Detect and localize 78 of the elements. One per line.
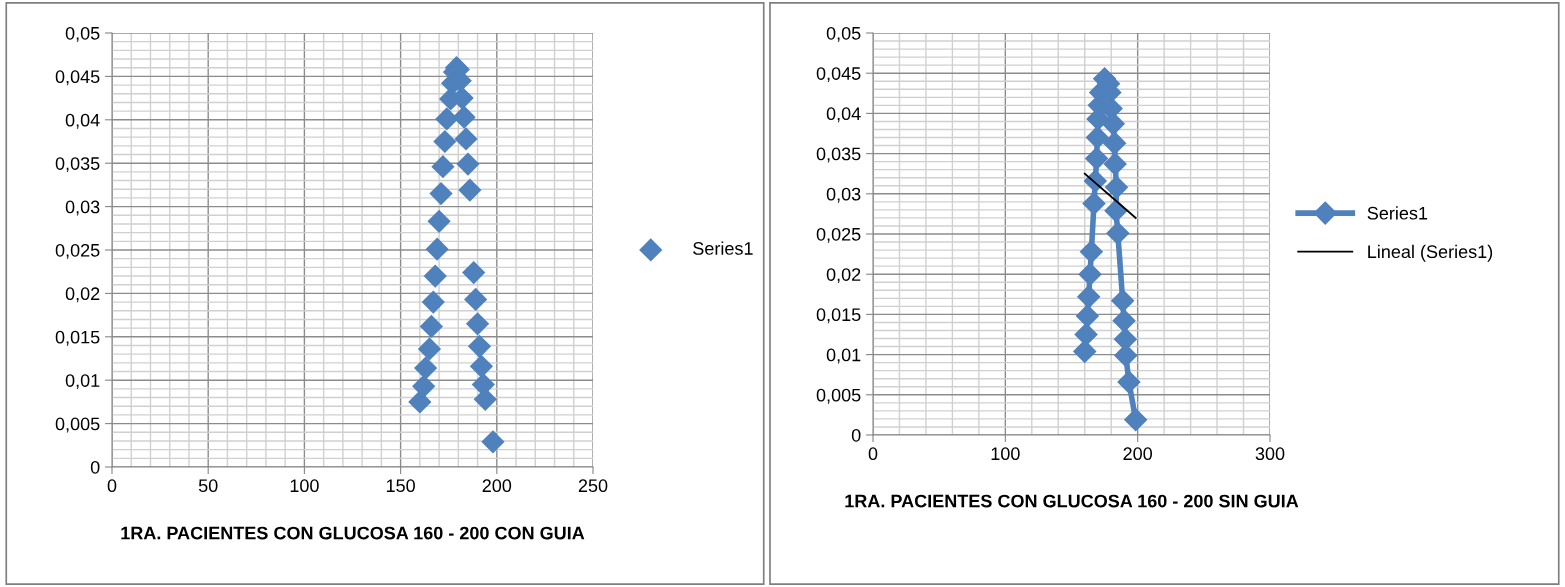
point	[408, 390, 432, 414]
point	[1104, 199, 1128, 223]
y-tick-label: 0	[90, 460, 100, 474]
point	[431, 155, 455, 179]
point	[1079, 240, 1103, 264]
x-tick-label: 0	[107, 479, 117, 493]
point	[413, 356, 438, 380]
y-tick-label: 0,015	[816, 308, 861, 324]
y-tick-label: 0	[851, 428, 861, 442]
x-tick-label: 100	[991, 447, 1020, 461]
point	[1111, 289, 1135, 313]
y-tick-label: 0,015	[55, 330, 100, 346]
point	[1103, 152, 1127, 176]
y-tick-label: 0,005	[816, 388, 861, 404]
legend-label: Lineal (Series1)	[1368, 244, 1493, 262]
legend-label: Series1	[693, 241, 753, 255]
y-tick-label: 0,025	[816, 227, 861, 243]
y-tick-label: 0,02	[65, 287, 100, 303]
point	[462, 260, 486, 285]
y-tick-label: 0,05	[65, 26, 100, 42]
point	[417, 337, 442, 361]
y-tick-label: 0,04	[826, 107, 861, 123]
point	[423, 264, 447, 288]
point	[481, 430, 505, 454]
point	[1077, 285, 1101, 309]
point	[425, 237, 449, 261]
point	[465, 312, 490, 336]
point	[1117, 370, 1141, 394]
point	[454, 127, 478, 151]
y-tick-label: 0,01	[826, 348, 861, 364]
legend-label: Series1	[1367, 206, 1428, 220]
point	[1103, 131, 1127, 155]
x-axis-title: 1RA. PACIENTES CON GLUCOSA 160 - 200 SIN GUIA	[845, 494, 1299, 508]
point	[421, 290, 445, 314]
y-tick-label: 0,045	[816, 67, 861, 83]
point	[1085, 126, 1109, 150]
y-tick-label: 0,035	[55, 157, 100, 173]
point	[452, 105, 476, 129]
point	[1075, 304, 1099, 328]
x-tick-label: 150	[386, 479, 415, 493]
x-tick-label: 100	[290, 479, 319, 493]
point	[1074, 323, 1098, 346]
point	[427, 209, 451, 233]
y-tick-label: 0,02	[826, 268, 861, 284]
x-axis-title: 1RA. PACIENTES CON GLUCOSA 160 - 200 CON GUIA	[121, 526, 585, 540]
point	[1124, 408, 1148, 432]
point	[469, 354, 494, 378]
x-tick-label: 250	[578, 479, 608, 493]
point	[1082, 191, 1106, 215]
point	[1101, 112, 1125, 136]
x-tick-label: 200	[482, 479, 512, 493]
point	[429, 181, 453, 206]
point	[458, 178, 482, 202]
x-tick-label: 200	[1123, 447, 1153, 461]
point	[1104, 175, 1128, 199]
point	[435, 107, 459, 131]
point	[412, 374, 436, 398]
point	[1112, 309, 1136, 333]
y-tick-label: 0,03	[65, 200, 100, 216]
y-tick-label: 0,035	[816, 147, 861, 163]
point	[1085, 146, 1109, 170]
point	[433, 129, 457, 154]
x-tick-label: 0	[868, 447, 878, 461]
y-tick-label: 0,005	[55, 417, 100, 433]
x-tick-label: 50	[198, 479, 218, 493]
x-tick-label: 300	[1255, 447, 1285, 461]
point	[1078, 262, 1102, 286]
y-tick-label: 0,03	[826, 187, 861, 203]
y-tick-label: 0,01	[65, 374, 100, 390]
point	[456, 152, 480, 176]
point	[1106, 221, 1130, 245]
point	[464, 287, 488, 312]
y-tick-label: 0,025	[55, 243, 100, 259]
y-tick-label: 0,04	[65, 113, 100, 129]
y-tick-label: 0,05	[826, 26, 861, 42]
point	[467, 334, 492, 358]
y-tick-label: 0,045	[55, 70, 100, 86]
point	[419, 314, 443, 338]
